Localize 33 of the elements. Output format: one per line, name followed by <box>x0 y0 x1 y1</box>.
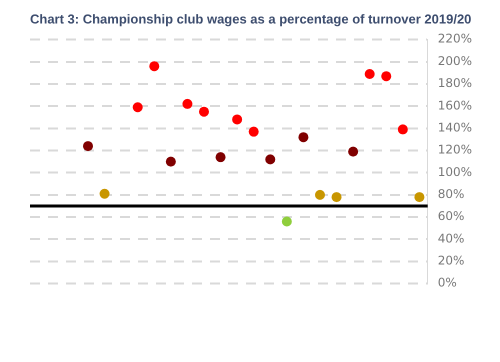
y-tick-label: 200% <box>438 54 472 68</box>
point <box>166 156 176 167</box>
point <box>198 106 209 117</box>
point <box>248 126 259 137</box>
y-tick-label: 100% <box>438 164 472 179</box>
point <box>232 114 242 124</box>
y-tick-label: 80% <box>438 187 464 201</box>
y-tick-label: 60% <box>438 209 464 224</box>
point <box>332 192 342 202</box>
y-tick-label: 40% <box>438 231 464 246</box>
y-tick-label: 120% <box>438 142 472 157</box>
y-tick-label: 220% <box>438 32 472 46</box>
point <box>381 71 392 82</box>
y-tick-label: 160% <box>438 98 472 112</box>
point <box>364 68 375 79</box>
y-tick-label: 20% <box>438 254 464 268</box>
y-tick-label: 180% <box>438 76 472 90</box>
point <box>149 61 160 72</box>
point <box>314 190 325 200</box>
point <box>348 146 358 157</box>
point <box>298 132 308 142</box>
point <box>398 124 408 134</box>
y-tick-label: 0% <box>438 276 457 290</box>
point <box>282 216 292 226</box>
point <box>414 192 424 202</box>
point <box>216 152 226 162</box>
y-tick-label: 140% <box>438 120 472 134</box>
point <box>132 102 143 112</box>
point <box>182 98 192 109</box>
point <box>82 141 93 152</box>
point <box>100 188 110 199</box>
point <box>265 154 276 164</box>
chart-title: Chart 3: Championship club wages as a percentage of turnover 2019/20 <box>30 11 472 26</box>
